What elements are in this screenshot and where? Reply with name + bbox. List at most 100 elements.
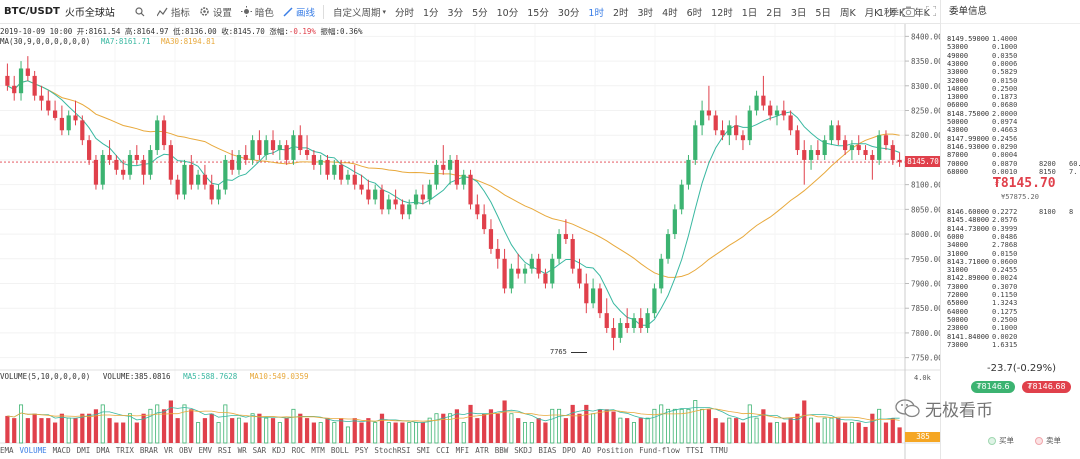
indicator-tab[interactable]: TRIX <box>115 446 134 455</box>
order-book-row[interactable]: 8143.71000 0.0600 <box>941 258 1080 267</box>
fullscreen-icon[interactable] <box>926 6 936 16</box>
best-bid-button[interactable]: ₮8146.6 <box>971 381 1015 393</box>
indicator-tab[interactable]: VR <box>163 446 173 455</box>
order-book-row[interactable]: 13000 0.1873 <box>941 93 1080 102</box>
indicator-tab[interactable]: TTMU <box>709 446 728 455</box>
indicator-tab[interactable]: Position <box>596 446 634 455</box>
interval-tab[interactable]: 30分 <box>557 7 580 19</box>
order-book-row[interactable]: 23000 0.1000 <box>941 324 1080 333</box>
indicators-button[interactable]: 指标 <box>156 5 190 19</box>
indicator-tab[interactable]: MACD <box>52 446 71 455</box>
order-book-row[interactable]: 8147.99000 0.2456 <box>941 135 1080 144</box>
indicator-tab[interactable]: DPO <box>562 446 576 455</box>
order-book-row[interactable]: 8148.75000 2.0000 <box>941 110 1080 119</box>
interval-tab[interactable]: 季K <box>889 7 906 19</box>
indicator-tab[interactable]: BRAR <box>139 446 158 455</box>
settings-button[interactable]: 设置 <box>199 5 232 19</box>
indicator-tab[interactable]: MTM <box>311 446 325 455</box>
interval-tab[interactable]: 2时 <box>612 7 629 19</box>
interval-tab[interactable]: 4时 <box>662 7 678 19</box>
order-book-row[interactable]: 6000 0.0486 <box>941 233 1080 242</box>
order-book-row[interactable]: 49000 0.0350 <box>941 52 1080 61</box>
order-book-row[interactable]: 8146.93000 0.0290 <box>941 143 1080 152</box>
indicator-tab[interactable]: RSI <box>218 446 232 455</box>
indicator-tab[interactable]: SKDJ <box>514 446 533 455</box>
interval-tab[interactable]: 3分 <box>447 7 464 19</box>
camera-icon[interactable] <box>902 6 915 17</box>
indicator-tab[interactable]: TTSI <box>685 446 704 455</box>
indicator-tab[interactable]: SMI <box>416 446 431 455</box>
interval-tab[interactable]: 1时 <box>588 7 604 19</box>
order-book-row[interactable]: 50000 0.2500 <box>941 316 1080 325</box>
indicator-tab[interactable]: VOLUME <box>19 446 47 455</box>
order-book-row[interactable]: 06000 0.0680 <box>941 101 1080 110</box>
interval-tab[interactable]: 5分 <box>472 7 488 19</box>
indicator-tab[interactable]: CCI <box>436 446 450 455</box>
order-book-row[interactable]: 8146.60000 0.2272 8100 8 <box>941 208 1080 217</box>
indicator-tab[interactable]: BIAS <box>538 446 557 455</box>
order-book-row[interactable]: 72000 0.1150 <box>941 291 1080 300</box>
indicator-tab[interactable]: DMI <box>76 446 91 455</box>
interval-tab[interactable]: 3时 <box>637 7 654 19</box>
order-book-row[interactable]: 53000 0.1000 <box>941 43 1080 52</box>
order-book-row[interactable]: 68000 0.0010 8150 7. <box>941 168 1080 177</box>
interval-tab[interactable]: 10分 <box>496 7 519 19</box>
interval-tab[interactable]: 1分 <box>423 7 439 19</box>
order-book-row[interactable]: 31000 0.0150 <box>941 250 1080 259</box>
indicator-tab[interactable]: BOLL <box>330 446 349 455</box>
order-book-row[interactable]: 8149.59000 1.4000 <box>941 35 1080 44</box>
theme-button[interactable]: 暗色 <box>240 5 274 19</box>
interval-tab[interactable]: 年K <box>914 7 930 19</box>
interval-tab[interactable]: 2日 <box>766 7 782 19</box>
interval-tab[interactable]: 月K <box>864 7 881 19</box>
interval-tab[interactable]: 6时 <box>686 7 703 19</box>
symbol-label[interactable]: BTC/USDT <box>4 6 60 17</box>
drawing-button[interactable]: 画线 <box>283 5 315 19</box>
order-book-row[interactable]: 50000 0.0974 <box>941 118 1080 127</box>
order-book-row[interactable]: 43000 0.4663 <box>941 126 1080 135</box>
order-book-row[interactable]: 14000 0.2500 <box>941 85 1080 94</box>
volume-params[interactable]: VOLUME(5,10,0,0,0,0) <box>0 372 91 381</box>
order-book-row[interactable]: 73000 0.3070 <box>941 283 1080 292</box>
order-book-row[interactable]: 31000 0.2455 <box>941 266 1080 275</box>
interval-tab[interactable]: 5日 <box>815 7 831 19</box>
order-book-row[interactable]: 8142.89000 0.0024 <box>941 274 1080 283</box>
indicator-tab[interactable]: BBW <box>494 446 509 455</box>
indicator-tab[interactable]: OBV <box>178 446 193 455</box>
interval-tab[interactable]: 12时 <box>711 7 733 19</box>
indicator-tab[interactable]: SAR <box>252 446 267 455</box>
order-book-row[interactable]: 8145.48000 2.0576 <box>941 216 1080 225</box>
refresh-rate-label[interactable]: 1秒 <box>878 8 894 19</box>
order-book-row[interactable]: 65000 1.3243 <box>941 299 1080 308</box>
interval-tab[interactable]: 分时 <box>394 7 414 19</box>
order-book-row[interactable]: 8141.84000 0.0020 <box>941 333 1080 342</box>
order-book-row[interactable]: 64000 0.1275 <box>941 308 1080 317</box>
indicator-tab[interactable]: AO <box>581 446 591 455</box>
indicator-tab[interactable]: EMA <box>0 446 14 455</box>
indicator-tab[interactable]: MFI <box>455 446 470 455</box>
order-book-row[interactable]: 73000 1.6315 <box>941 341 1080 350</box>
interval-tab[interactable]: 周K <box>839 7 856 19</box>
order-book-row[interactable]: 34000 2.7868 <box>941 241 1080 250</box>
indicator-tab[interactable]: KDJ <box>272 446 286 455</box>
indicator-tab[interactable]: StochRSI <box>374 446 411 455</box>
search-button[interactable] <box>135 6 148 17</box>
price-volume-chart[interactable]: 8400.008350.008300.008250.008200.008150.… <box>0 0 940 459</box>
order-book-row[interactable]: 43000 0.0006 <box>941 60 1080 69</box>
order-book-row[interactable]: 8144.73000 0.3999 <box>941 225 1080 234</box>
indicator-tab[interactable]: ATR <box>475 446 489 455</box>
indicator-tab[interactable]: ROC <box>291 446 306 455</box>
order-book-row[interactable]: 70000 0.0870 8200 60. <box>941 160 1080 169</box>
indicator-tab[interactable]: PSY <box>354 446 369 455</box>
order-book-row[interactable]: 87000 0.0004 <box>941 151 1080 160</box>
order-book-row[interactable]: 32000 0.0150 <box>941 77 1080 86</box>
indicator-tab[interactable]: DMA <box>96 446 110 455</box>
custom-period-button[interactable]: 自定义周期 ▾ <box>333 5 386 19</box>
ma-params[interactable]: MA(30,9,0,0,0,0,0,0) <box>0 37 91 46</box>
indicator-tab[interactable]: Fund-flow <box>639 446 680 455</box>
order-book-row[interactable]: 33000 0.5829 <box>941 68 1080 77</box>
interval-tab[interactable]: 15分 <box>527 7 549 19</box>
best-ask-button[interactable]: ₮8146.68 <box>1022 381 1071 393</box>
interval-tab[interactable]: 3日 <box>790 7 807 19</box>
indicator-tab[interactable]: EMV <box>198 446 213 455</box>
